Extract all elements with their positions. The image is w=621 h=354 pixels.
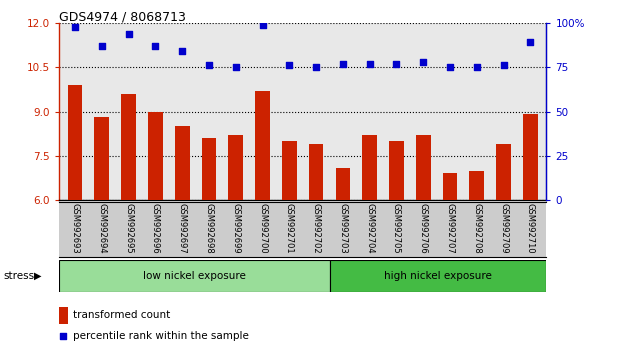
Text: GSM992702: GSM992702 [312,204,320,254]
Bar [202,138,216,200]
Text: GSM992705: GSM992705 [392,204,401,254]
Point [58,333,68,339]
Point [97,43,107,49]
Point [70,24,80,29]
Bar [416,135,430,200]
Text: GSM992700: GSM992700 [258,204,267,254]
Text: GSM992697: GSM992697 [178,204,187,254]
Point [231,64,241,70]
Point [311,64,321,70]
Point [525,40,535,45]
Text: GDS4974 / 8068713: GDS4974 / 8068713 [59,11,186,24]
Text: ▶: ▶ [34,271,42,281]
Text: GSM992701: GSM992701 [285,204,294,254]
Bar [68,85,83,200]
Bar [443,173,458,200]
Text: GSM992706: GSM992706 [419,204,428,254]
Point [391,61,401,67]
Bar [523,114,538,200]
Text: low nickel exposure: low nickel exposure [143,271,246,281]
Text: GSM992708: GSM992708 [473,204,481,254]
Bar [229,135,243,200]
Point [419,59,428,65]
Bar [59,260,330,292]
Text: percentile rank within the sample: percentile rank within the sample [73,331,248,341]
Point [365,61,374,67]
Bar [94,118,109,200]
Point [445,64,455,70]
Point [177,48,187,54]
Bar [148,112,163,200]
Text: GSM992699: GSM992699 [231,204,240,254]
Text: GSM992707: GSM992707 [445,204,455,254]
Bar [121,94,136,200]
Point [284,63,294,68]
Bar [362,135,377,200]
Bar [335,167,350,200]
Text: GSM992704: GSM992704 [365,204,374,254]
Text: GSM992703: GSM992703 [338,204,347,254]
Point [258,22,268,28]
Text: GSM992696: GSM992696 [151,204,160,254]
Point [338,61,348,67]
Bar [59,307,68,324]
Bar [255,91,270,200]
Text: GSM992709: GSM992709 [499,204,508,254]
Point [472,64,482,70]
Bar [175,126,189,200]
Point [499,63,509,68]
Point [150,43,160,49]
Text: high nickel exposure: high nickel exposure [384,271,492,281]
Bar [330,260,546,292]
Bar [469,171,484,200]
Text: stress: stress [3,271,34,281]
Text: GSM992710: GSM992710 [526,204,535,254]
Bar [496,144,511,200]
Text: GSM992694: GSM992694 [97,204,106,254]
Point [204,63,214,68]
Text: GSM992695: GSM992695 [124,204,133,254]
Text: transformed count: transformed count [73,310,170,320]
Bar [309,144,324,200]
Bar [282,141,297,200]
Text: GSM992693: GSM992693 [71,204,79,254]
Point [124,31,134,36]
Bar [389,141,404,200]
Text: GSM992698: GSM992698 [204,204,214,254]
